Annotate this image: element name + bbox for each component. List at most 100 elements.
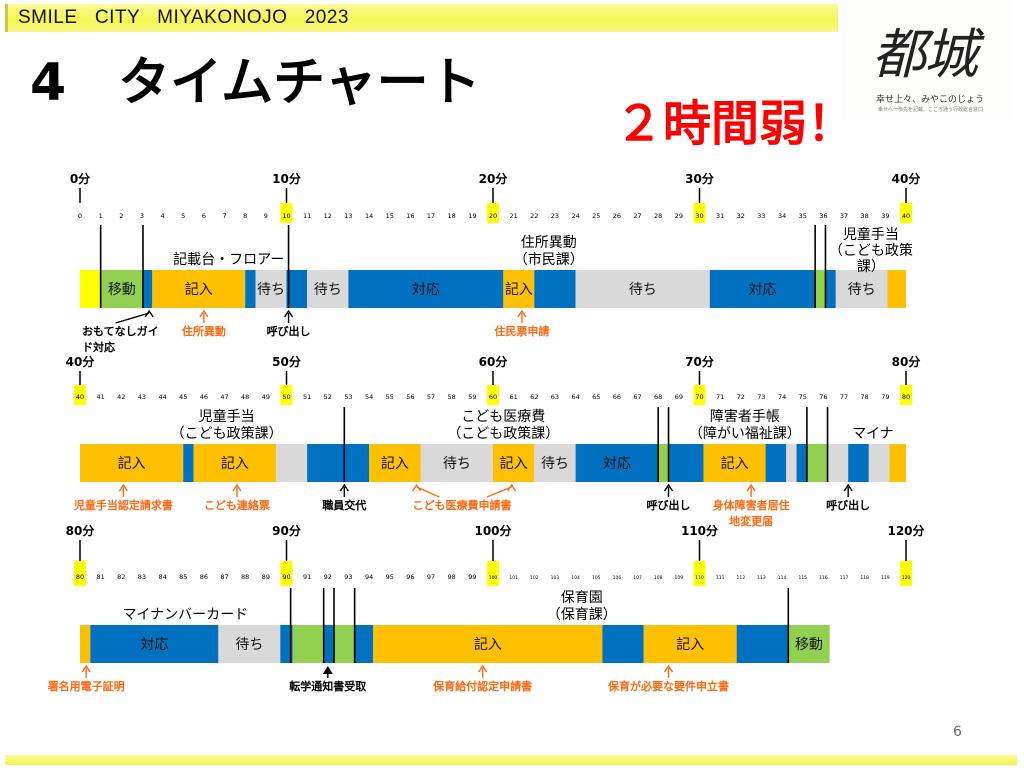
segment-label: 対応 xyxy=(603,456,631,472)
tick-label: 57 xyxy=(427,393,435,401)
tick-label: 61 xyxy=(510,393,518,401)
tick-label: 63 xyxy=(551,393,559,401)
tick-highlight xyxy=(74,561,86,586)
tick-label: 35 xyxy=(799,212,807,220)
tick-label: 110 xyxy=(695,575,704,581)
phase-label: 住所異動 xyxy=(521,235,577,251)
phase-label: 記載台・フロアー xyxy=(173,251,284,268)
tick-label: 12 xyxy=(324,212,332,220)
header-band: SMILE CITY MIYAKONOJO 2023 xyxy=(5,4,838,32)
tick-label: 115 xyxy=(798,575,807,581)
segment-write xyxy=(193,444,277,482)
tick-label: 27 xyxy=(633,212,641,220)
segment-serve xyxy=(280,625,293,663)
annotation-label: 児童手当認定請求書 xyxy=(73,498,173,512)
tick-label: 46 xyxy=(200,393,208,401)
tick-label: 51 xyxy=(303,393,311,401)
segment-wait xyxy=(255,270,287,308)
segment-serve xyxy=(534,270,576,308)
arrow-up-icon xyxy=(232,483,242,492)
segment-label: 待ち xyxy=(443,456,471,472)
tick-label: 72 xyxy=(737,393,745,401)
tick-label: 22 xyxy=(530,212,538,220)
tick-label: 77 xyxy=(840,393,848,401)
tick-label: 40 xyxy=(902,212,910,220)
segment-guide xyxy=(80,270,101,308)
tick-label: 86 xyxy=(200,573,208,581)
tick-label: 116 xyxy=(819,575,828,581)
segment-serve xyxy=(709,270,816,308)
tick-label: 97 xyxy=(427,573,435,581)
annotation-label: 呼び出し xyxy=(267,324,311,338)
arrow-up-icon xyxy=(663,664,674,673)
annotation-label: 身体障害者居住 xyxy=(713,498,790,512)
tick-label: 81 xyxy=(97,573,105,581)
tick-label: 28 xyxy=(654,212,662,220)
arrow-up-icon xyxy=(118,483,128,492)
major-tick-label: 100分 xyxy=(474,523,511,538)
segment-label: 対応 xyxy=(140,637,168,653)
segment-serve xyxy=(286,270,308,308)
phase-label: こども医療費 xyxy=(461,408,545,425)
segment-label: 記入 xyxy=(505,281,533,298)
major-tick-label: 80分 xyxy=(892,354,921,369)
arrow-up-icon xyxy=(412,483,422,492)
tick-highlight xyxy=(900,203,912,223)
phase-label: マイナ xyxy=(852,426,894,442)
tick-label: 66 xyxy=(613,393,621,401)
tick-label: 54 xyxy=(365,393,373,401)
annotation-label: こども連絡票 xyxy=(204,498,270,512)
tick-label: 30 xyxy=(695,212,703,220)
segment-serve xyxy=(668,444,704,482)
tick-label: 111 xyxy=(716,575,725,581)
segment-wait xyxy=(276,444,308,482)
major-tick-label: 10分 xyxy=(272,171,301,186)
annotation-label: おもてなしガイ xyxy=(82,324,159,338)
arrow-up-icon xyxy=(339,483,349,492)
tick-label: 18 xyxy=(448,212,456,220)
tick-highlight xyxy=(280,561,293,586)
tick-label: 103 xyxy=(551,575,560,581)
phase-label: 障害者手帳 xyxy=(710,409,780,425)
tick-label: 32 xyxy=(737,212,745,220)
tick-label: 44 xyxy=(158,393,166,401)
annotation-label: 職員交代 xyxy=(322,498,366,512)
segment-write xyxy=(373,625,603,663)
tick-highlight xyxy=(693,385,706,405)
segment-move xyxy=(815,270,826,308)
tick-label: 47 xyxy=(220,393,228,401)
major-tick-label: 120分 xyxy=(887,523,924,538)
phase-label: （障がい福祉課） xyxy=(689,426,801,442)
tick-label: 78 xyxy=(861,393,869,401)
tick-label: 8 xyxy=(243,212,247,220)
tick-highlight xyxy=(487,561,499,586)
tick-label: 75 xyxy=(799,393,807,401)
headline-callout: ２時間弱！ xyxy=(615,96,856,152)
arrow-up-icon xyxy=(283,309,294,318)
tick-label: 100 xyxy=(489,575,498,581)
tick-label: 109 xyxy=(675,575,684,581)
tick-label: 102 xyxy=(530,575,539,581)
tick-label: 36 xyxy=(819,212,827,220)
segment-write xyxy=(703,444,766,482)
segment-label: 移動 xyxy=(108,282,136,298)
segment-write xyxy=(493,444,535,482)
tick-label: 80 xyxy=(76,573,84,581)
phase-label: 課） xyxy=(857,259,885,275)
tick-label: 10 xyxy=(282,212,290,220)
arrow-up-icon xyxy=(322,666,333,674)
segment-serve xyxy=(354,625,374,663)
segment-serve xyxy=(90,625,219,663)
tick-label: 120 xyxy=(902,575,911,581)
segment-serve xyxy=(323,625,334,663)
tick-label: 101 xyxy=(509,575,518,581)
tick-label: 34 xyxy=(778,212,786,220)
segment-label: 待ち xyxy=(314,282,342,298)
major-tick-label: 50分 xyxy=(272,354,301,369)
tick-label: 38 xyxy=(861,212,869,220)
annotation-label: 署名用電子証明 xyxy=(47,679,125,693)
footer-band xyxy=(5,755,1017,765)
tick-label: 60 xyxy=(489,393,497,401)
tick-label: 52 xyxy=(324,393,332,401)
major-tick-label: 90分 xyxy=(272,523,301,538)
